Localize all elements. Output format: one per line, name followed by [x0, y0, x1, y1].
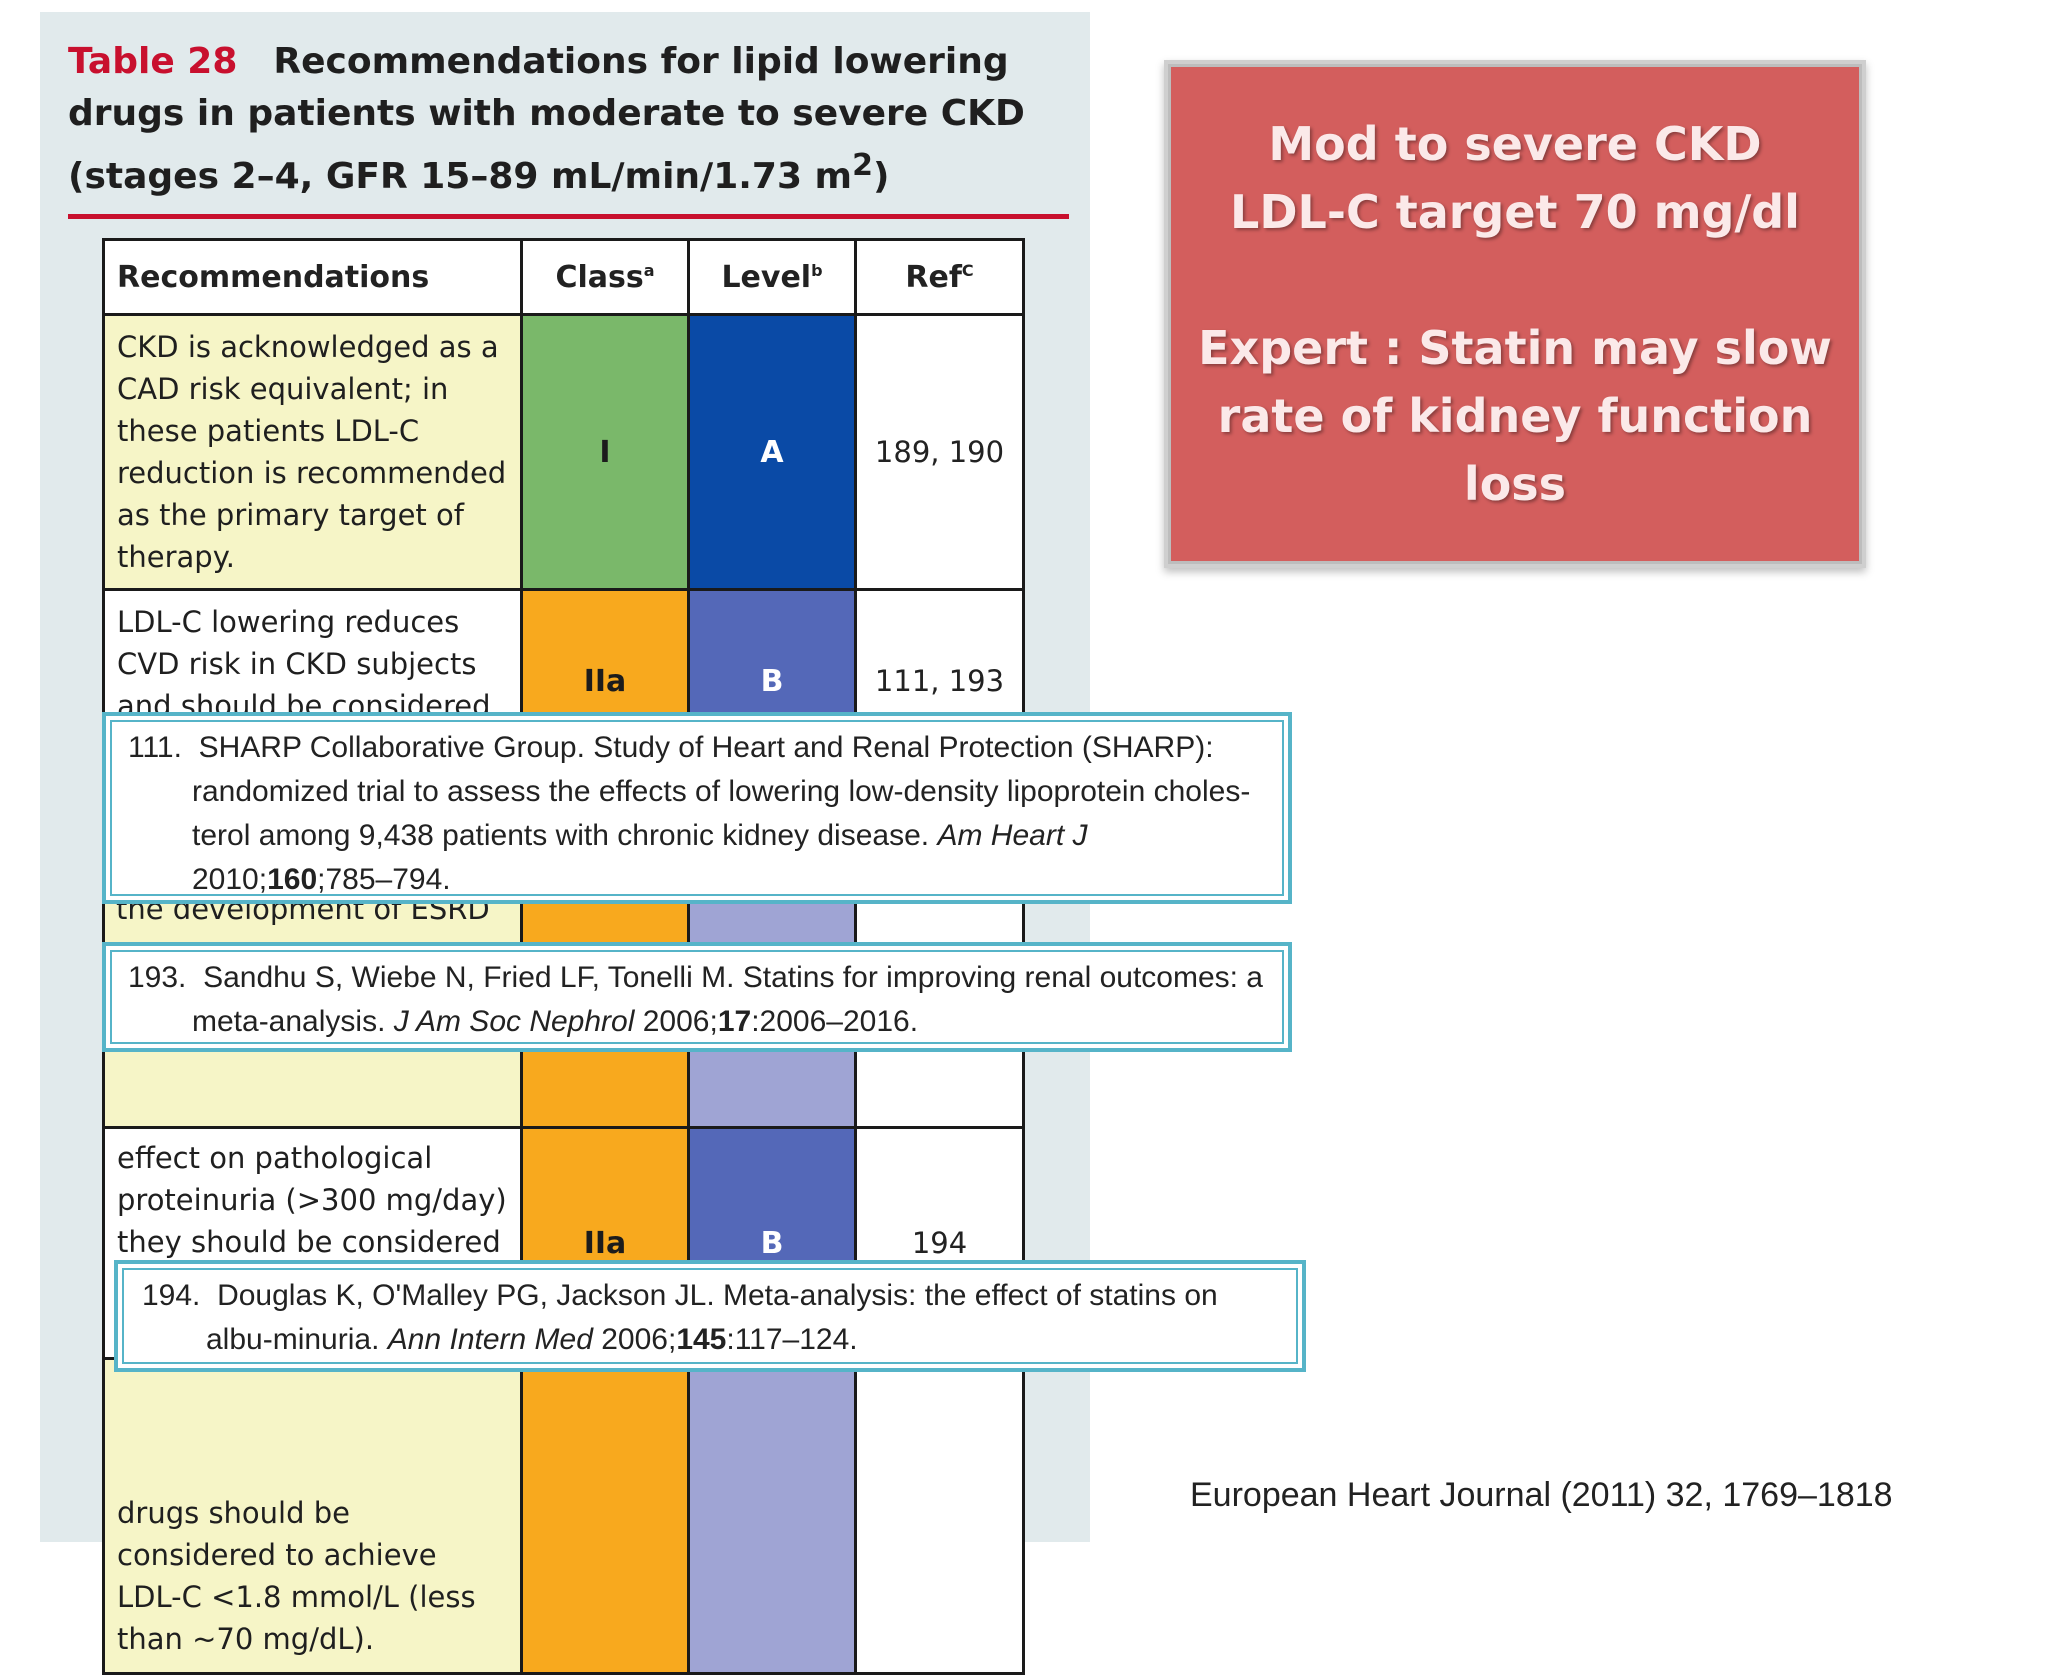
table-title: Table 28 Recommendations for lipid loweri…: [68, 36, 1078, 203]
table-title-text: Recommendations for lipid lowering drugs…: [68, 41, 1025, 197]
ref-number: 194.: [142, 1279, 201, 1312]
level-cell: [687, 1357, 857, 1675]
journal-citation: European Heart Journal (2011) 32, 1769–1…: [1190, 1476, 1893, 1514]
reference-box-194: 194. Douglas K, O'Malley PG, Jackson JL.…: [114, 1260, 1306, 1372]
ref-volume: 145: [676, 1323, 727, 1356]
callout-line-3: Expert : Statin may slow: [1198, 321, 1832, 375]
header-ref-sup: C: [961, 260, 974, 280]
ref-year: 2006;: [601, 1323, 677, 1356]
reference-193: 193. Sandhu S, Wiebe N, Fried LF, Tonell…: [118, 956, 1268, 1044]
table-row: CKD is acknowledged as a CAD risk equiva…: [102, 313, 1025, 591]
header-level-label: Level: [721, 259, 812, 295]
class-cell: [520, 1357, 690, 1675]
ref-year: 2006;: [642, 1005, 718, 1038]
ref-journal: Am Heart J: [937, 819, 1088, 852]
reference-111: 111. SHARP Collaborative Group. Study of…: [118, 726, 1268, 902]
recommendation-text: CKD is acknowledged as a CAD risk equiva…: [102, 313, 523, 591]
header-level: Levelb: [687, 238, 857, 316]
header-class: Classa: [520, 238, 690, 316]
ref-volume: 17: [717, 1005, 752, 1038]
callout-line-1: Mod to severe CKD: [1268, 117, 1762, 171]
recommendation-text: drugs should be considered to achieve LD…: [102, 1357, 523, 1675]
callout-box: Mod to severe CKD LDL-C target 70 mg/dl …: [1164, 60, 1866, 568]
ref-cell: 189, 190: [854, 313, 1025, 591]
header-ref-label: Ref: [905, 259, 962, 295]
header-class-sup: a: [643, 260, 655, 280]
callout-line-4: rate of kidney function loss: [1217, 389, 1813, 511]
ref-volume: 160: [267, 863, 318, 896]
title-end: ): [872, 156, 890, 197]
table-number: Table 28: [68, 41, 238, 82]
reference-194: 194. Douglas K, O'Malley PG, Jackson JL.…: [132, 1274, 1282, 1362]
ref-year: 2010;: [192, 863, 268, 896]
header-level-sup: b: [811, 260, 823, 280]
header-class-label: Class: [555, 259, 644, 295]
header-recommendations: Recommendations: [102, 238, 523, 316]
ref-journal: J Am Soc Nephrol: [393, 1005, 635, 1038]
ref-text: Douglas K, O'Malley PG, Jackson JL. Meta…: [206, 1279, 1218, 1356]
reference-box-111: 111. SHARP Collaborative Group. Study of…: [102, 712, 1292, 904]
title-rule: [68, 214, 1069, 219]
ref-pages: :2006–2016.: [751, 1005, 919, 1038]
ref-cell: [854, 1357, 1025, 1675]
table-header-row: Recommendations Classa Levelb RefC: [102, 238, 1025, 316]
ref-number: 193.: [128, 961, 187, 994]
callout-line-2: LDL-C target 70 mg/dl: [1230, 185, 1800, 239]
ref-text: SHARP Collaborative Group. Study of Hear…: [192, 731, 1251, 852]
ref-journal: Ann Intern Med: [387, 1323, 593, 1356]
title-superscript: 2: [852, 148, 873, 183]
ref-pages: ;785–794.: [317, 863, 451, 896]
ref-number: 111.: [128, 731, 182, 764]
ref-pages: :117–124.: [726, 1323, 858, 1356]
header-ref: RefC: [854, 238, 1025, 316]
ref-text: Sandhu S, Wiebe N, Fried LF, Tonelli M. …: [192, 961, 1263, 1038]
table-row: drugs should be considered to achieve LD…: [102, 1357, 1025, 1675]
class-cell: I: [520, 313, 690, 591]
level-cell: A: [687, 313, 857, 591]
reference-box-193: 193. Sandhu S, Wiebe N, Fried LF, Tonell…: [102, 942, 1292, 1052]
